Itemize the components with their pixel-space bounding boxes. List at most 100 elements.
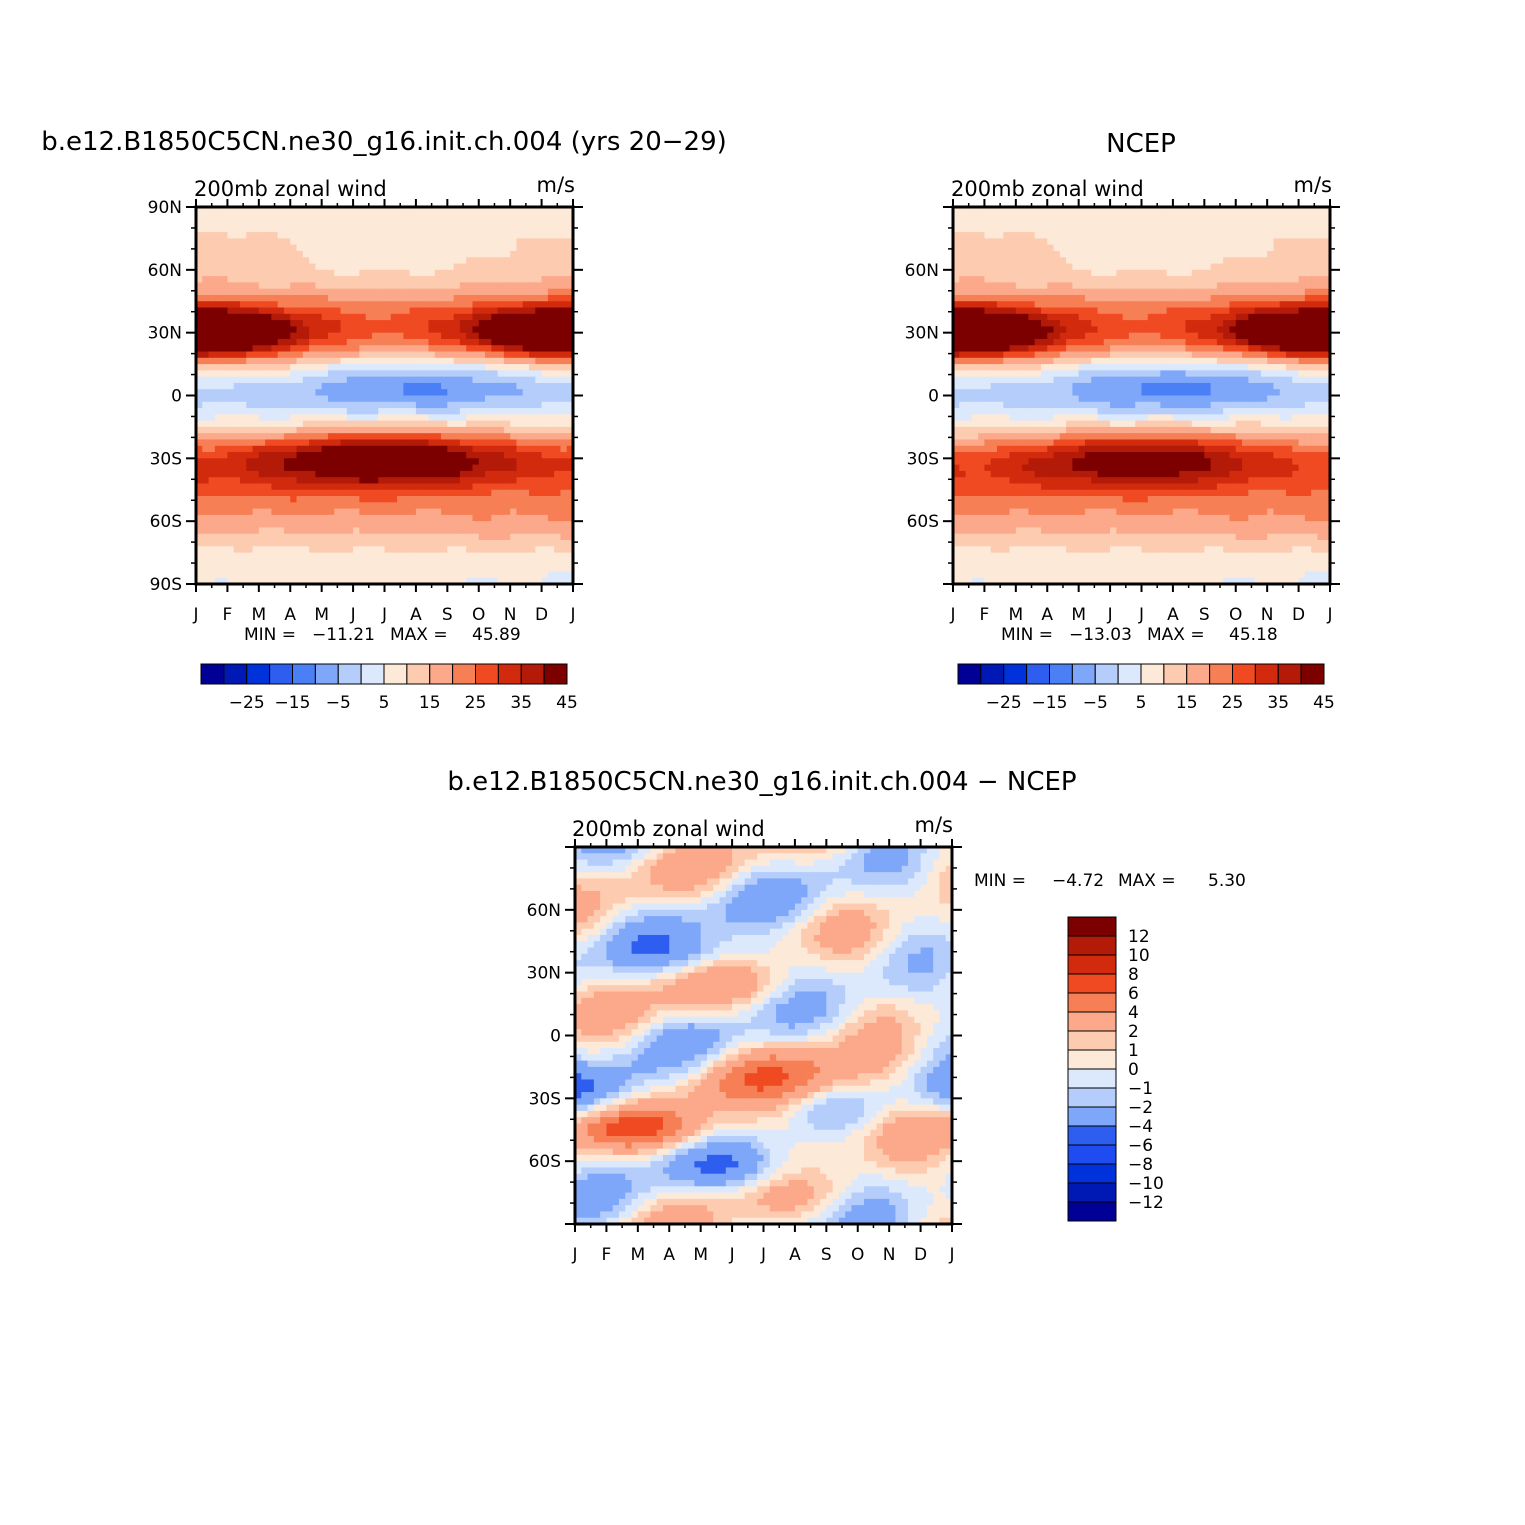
contour-cell: [1078, 320, 1086, 327]
contour-cell: [1298, 326, 1306, 334]
contour-cell: [214, 464, 222, 472]
contour-cell: [365, 577, 373, 585]
contour-cell: [1317, 244, 1325, 252]
contour-cell: [403, 477, 411, 485]
contour-cell: [365, 445, 373, 453]
contour-cell: [309, 338, 316, 346]
contour-cell: [309, 565, 316, 573]
contour-cell: [422, 357, 430, 365]
contour-cell: [447, 301, 455, 309]
y-tick-label: 60N: [148, 261, 182, 281]
contour-cell: [196, 477, 203, 485]
contour-cell: [428, 514, 436, 522]
contour-cell: [252, 345, 260, 353]
contour-cell: [978, 282, 986, 290]
contour-cell: [208, 533, 216, 541]
contour-cell: [566, 514, 574, 522]
contour-cell: [441, 401, 448, 409]
contour-cell: [1110, 250, 1117, 258]
contour-cell: [535, 533, 543, 541]
contour-cell: [227, 345, 235, 353]
contour-cell: [547, 483, 555, 491]
contour-cell: [1286, 263, 1293, 271]
contour-cell: [252, 320, 260, 327]
contour-cell: [202, 508, 210, 516]
contour-cell: [277, 489, 285, 497]
contour-cell: [384, 364, 392, 371]
contour-cell: [409, 244, 417, 252]
contour-cell: [340, 408, 348, 415]
contour-cell: [208, 414, 216, 422]
contour-cell: [485, 395, 492, 403]
contour-cell: [214, 232, 222, 240]
contour-cell: [522, 483, 530, 491]
contour-cell: [428, 357, 436, 365]
contour-cell: [510, 577, 518, 585]
contour-cell: [434, 414, 442, 422]
contour-cell: [302, 458, 310, 466]
contour-cell: [1147, 276, 1155, 283]
contour-cell: [547, 338, 555, 346]
contour-cell: [447, 577, 455, 585]
contour-cell: [453, 577, 461, 585]
contour-cell: [441, 496, 448, 503]
contour-cell: [346, 338, 354, 346]
contour-cell: [441, 470, 448, 478]
contour-cell: [541, 470, 549, 478]
contour-cell: [1210, 225, 1218, 233]
contour-cell: [371, 357, 379, 365]
contour-cell: [485, 207, 492, 214]
contour-cell: [315, 357, 323, 365]
contour-cell: [1003, 307, 1011, 315]
contour-cell: [478, 257, 486, 265]
contour-cell: [516, 489, 524, 497]
contour-cell: [984, 238, 992, 246]
contour-cell: [566, 483, 574, 491]
y-tick-label: 30N: [148, 324, 182, 344]
contour-cell: [346, 565, 354, 573]
contour-cell: [1091, 225, 1099, 233]
contour-cell: [265, 389, 272, 397]
contour-cell: [1135, 207, 1143, 214]
contour-cell: [403, 370, 411, 378]
contour-cell: [560, 382, 568, 390]
contour-cell: [478, 414, 486, 422]
contour-cell: [353, 351, 360, 359]
contour-cell: [1223, 332, 1231, 340]
contour-cell: [560, 483, 568, 491]
contour-cell: [472, 313, 480, 321]
contour-cell: [522, 401, 530, 409]
contour-cell: [478, 357, 486, 365]
contour-cell: [409, 546, 417, 554]
contour-cell: [996, 320, 1004, 327]
contour-cell: [233, 276, 241, 283]
contour-cell: [283, 445, 291, 453]
contour-cell: [265, 382, 272, 390]
contour-cell: [516, 401, 524, 409]
contour-cell: [239, 540, 247, 547]
contour-cell: [315, 370, 323, 378]
contour-cell: [334, 558, 342, 566]
contour-cell: [315, 470, 323, 478]
contour-cell: [516, 376, 524, 384]
contour-cell: [441, 464, 448, 472]
contour-cell: [334, 244, 342, 252]
contour-cell: [353, 207, 360, 214]
x-tick-label: O: [472, 605, 485, 625]
contour-cell: [265, 489, 272, 497]
contour-cell: [390, 395, 398, 403]
contour-cell: [359, 470, 367, 478]
contour-cell: [1154, 238, 1161, 246]
contour-cell: [371, 238, 379, 246]
contour-cell: [529, 452, 536, 459]
contour-cell: [221, 546, 229, 554]
contour-cell: [1040, 238, 1048, 246]
contour-cell: [258, 470, 266, 478]
contour-cell: [497, 213, 505, 221]
contour-cell: [1166, 313, 1174, 321]
contour-cell: [434, 351, 442, 359]
contour-cell: [516, 282, 524, 290]
contour-cell: [478, 433, 486, 441]
contour-cell: [365, 332, 373, 340]
contour-cell: [510, 546, 518, 554]
